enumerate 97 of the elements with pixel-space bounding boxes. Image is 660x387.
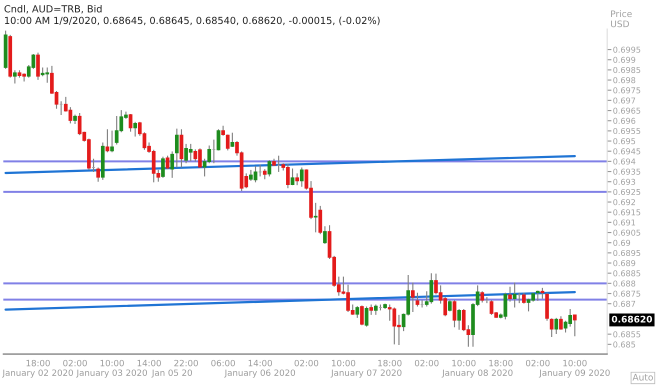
candlestick (416, 292, 420, 308)
candlestick (508, 286, 512, 302)
x-tick-label: 10:00 (452, 360, 476, 366)
y-tick-label: 0.699 (613, 56, 636, 63)
chart-title: Cndl, AUD=TRB, Bid (4, 4, 102, 14)
candlestick (295, 172, 300, 186)
y-tick-label: 0.6875 (613, 290, 640, 297)
candlestick (128, 113, 132, 132)
candlestick (554, 317, 558, 335)
candlestick (226, 134, 230, 151)
x-tick-label: 02:00 (526, 360, 550, 366)
y-tick-label: 0.694 (613, 158, 636, 165)
text: Auto (632, 374, 653, 381)
y-tick-label: 0.6885 (613, 270, 640, 276)
candlestick (550, 318, 554, 338)
candlestick (13, 70, 17, 84)
y-tick-label: 0.6975 (613, 87, 640, 94)
y-tick-label: 0.6985 (613, 66, 640, 74)
y-tick-label: 0.691 (613, 219, 636, 226)
candlestick (545, 292, 549, 322)
candlestick (110, 130, 114, 153)
x-tick-label: 02:00 (294, 360, 318, 366)
candlestick (512, 282, 517, 308)
y-tick-label: 0.6945 (613, 148, 640, 154)
x-tick-label: 06:00 (211, 360, 235, 366)
x-tick-label: Jan 05 20 (151, 369, 192, 378)
y-tick-label: 0.69 (613, 240, 630, 246)
candlestick (114, 115, 119, 146)
y-tick-label: 0.693 (613, 178, 636, 185)
y-tick-label: 0.6935 (613, 168, 640, 175)
candlestick (572, 314, 577, 337)
candlestick (457, 308, 461, 330)
candlestick (96, 166, 100, 182)
candlestick (462, 308, 466, 332)
candlestick (480, 290, 484, 304)
candlestick (73, 114, 77, 125)
candlestick (355, 306, 360, 318)
x-tick-label: 02:00 (63, 360, 87, 366)
candlestick (323, 226, 327, 244)
chart-subtitle: 10:00 AM 1/9/2020, 0.68645, 0.68645, 0.68540, 0.68620, -0.00015, (-0.02%) (5, 16, 380, 26)
candlestick (216, 128, 220, 151)
y-tick-label: 0.6895 (613, 250, 640, 256)
y-tick-label: 0.6995 (613, 46, 640, 53)
y-tick-label: 0.685 (613, 341, 636, 348)
candlestick (364, 306, 368, 328)
x-tick-label: January 07 2020 (330, 369, 402, 378)
y-axis-title: Price USD (611, 10, 632, 28)
candlestick (540, 287, 544, 300)
x-tick-label: January 08 2020 (442, 369, 513, 378)
y-tick-label: 0.6905 (613, 230, 640, 236)
y-tick-label: 0.687 (613, 300, 636, 307)
candlestick (45, 66, 50, 84)
candlestick (290, 168, 294, 186)
y-tick-label: 0.6925 (613, 188, 640, 196)
y-tick-label: 0.6955 (613, 128, 640, 134)
candlestick (268, 160, 272, 177)
candlestick (360, 304, 364, 326)
candlestick (318, 205, 322, 235)
candlestick (161, 156, 165, 178)
text: 0.68620 (612, 316, 652, 323)
candlestick (314, 202, 318, 233)
y-tick-label: 0.696 (613, 118, 636, 124)
candlestick (133, 121, 138, 138)
candlestick (374, 304, 378, 316)
y-tick-label: 0.6965 (613, 108, 640, 114)
candlestick (106, 128, 110, 153)
x-tick-label: 14:00 (138, 360, 161, 366)
candlestick (522, 292, 526, 304)
y-tick-label: 0.695 (613, 138, 636, 144)
y-tick-label: 0.6915 (613, 209, 640, 216)
candlestick (429, 272, 434, 304)
candlestick (443, 296, 448, 317)
x-tick-label: 10:00 (332, 360, 356, 366)
candlestick (166, 155, 170, 170)
candlestick (170, 150, 174, 178)
candlestick (536, 290, 540, 302)
y-tick-label: 0.697 (613, 97, 636, 104)
y-tick-label: 0.6855 (613, 331, 640, 338)
candlestick (180, 128, 184, 168)
x-tick-label: 02:00 (414, 360, 439, 366)
candlestick (452, 300, 456, 328)
candlestick (36, 52, 40, 80)
candlestick (559, 316, 563, 330)
y-tick-label: 0.692 (613, 199, 636, 206)
y-tick-label: 0.698 (613, 77, 636, 84)
x-tick-label: 22:00 (174, 360, 198, 366)
candlestick (448, 300, 452, 312)
y-tick-label: 0.689 (613, 260, 636, 266)
x-tick-label: 18:00 (489, 360, 513, 366)
x-tick-label: 18:00 (378, 360, 402, 366)
candlestick (174, 128, 179, 168)
y-tick-label: 0.688 (613, 280, 636, 287)
candlestick (410, 282, 415, 313)
candlestick (369, 304, 374, 316)
candlestick (262, 168, 267, 180)
candlestick (300, 166, 304, 188)
candlestick (230, 132, 234, 148)
